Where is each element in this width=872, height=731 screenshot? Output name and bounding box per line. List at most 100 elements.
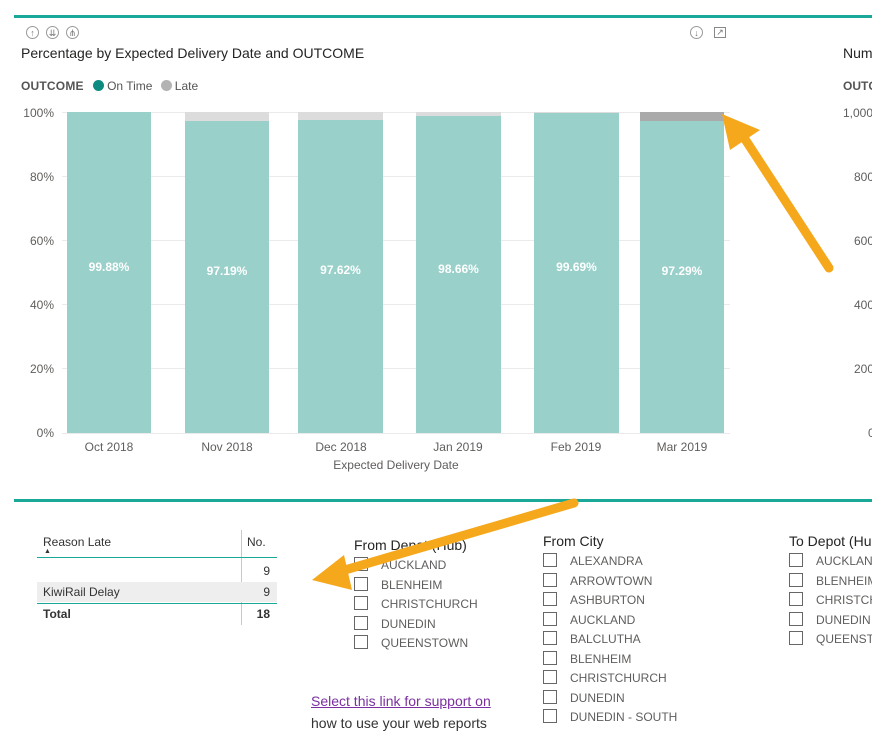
bar-data-label-feb-2019: 99.69% [534, 260, 619, 274]
row-reason: KiwiRail Delay [43, 585, 120, 599]
from-depot-title: From Depot (Hub) [354, 537, 478, 553]
checkbox[interactable] [543, 553, 557, 567]
to-depot-item[interactable]: QUEENSTO [789, 630, 872, 650]
column-header-reason-late[interactable]: Reason Late [43, 535, 111, 549]
middle-divider [14, 499, 872, 502]
legend-ontime-dot [93, 80, 104, 91]
from-city-item-label: ASHBURTON [570, 593, 645, 607]
from-city-item-label: ARROWTOWN [570, 574, 652, 588]
x-tick-nov-2018: Nov 2018 [182, 440, 272, 454]
bar-data-label-mar-2019: 97.29% [640, 264, 724, 278]
table-row[interactable]: 9 [37, 560, 277, 580]
gridline [62, 112, 730, 113]
y-tick-0: 0% [14, 426, 54, 440]
checkbox[interactable] [543, 631, 557, 645]
from-city-item[interactable]: BLENHEIM [543, 650, 677, 670]
from-depot-item[interactable]: QUEENSTOWN [354, 634, 478, 654]
checkbox[interactable] [354, 557, 368, 571]
from-city-item[interactable]: ARROWTOWN [543, 572, 677, 592]
from-depot-item[interactable]: BLENHEIM [354, 576, 478, 596]
to-depot-item-label: CHRISTCH [816, 593, 872, 607]
from-city-item[interactable]: CHRISTCHURCH [543, 669, 677, 689]
expand-all-icon[interactable]: ⋔ [66, 26, 79, 39]
from-city-slicer: From City ALEXANDRA ARROWTOWN ASHBURTON AUC… [543, 533, 677, 728]
checkbox[interactable] [543, 709, 557, 723]
from-city-item[interactable]: AUCKLAND [543, 611, 677, 631]
from-depot-item[interactable]: CHRISTCHURCH [354, 595, 478, 615]
support-link-line2[interactable]: how to use your web reports [311, 715, 487, 731]
to-depot-item[interactable]: AUCKLAN [789, 552, 872, 572]
from-city-item[interactable]: DUNEDIN [543, 689, 677, 709]
from-city-item-label: BLENHEIM [570, 652, 631, 666]
from-depot-item-label: AUCKLAND [381, 558, 446, 572]
legend-title: OUTCOME [21, 79, 84, 93]
from-depot-slicer: From Depot (Hub) AUCKLAND BLENHEIM CHRISTC… [354, 537, 478, 654]
from-city-item-label: BALCLUTHA [570, 632, 641, 646]
checkbox[interactable] [543, 573, 557, 587]
to-depot-item[interactable]: BLENHEIM [789, 572, 872, 592]
chart-title: Percentage by Expected Delivery Date and… [21, 45, 364, 61]
from-city-item[interactable]: BALCLUTHA [543, 630, 677, 650]
from-city-item-label: DUNEDIN - SOUTH [570, 710, 677, 724]
checkbox[interactable] [543, 690, 557, 704]
right-chart-legend: OUTC [843, 79, 872, 93]
bar-data-label-nov-2018: 97.19% [185, 264, 269, 278]
bar-late-dec-2018[interactable] [298, 112, 383, 120]
drill-down-icon[interactable]: ⇊ [46, 26, 59, 39]
right-y-tick-200: 200 [854, 362, 872, 376]
checkbox[interactable] [543, 651, 557, 665]
from-depot-item-label: DUNEDIN [381, 617, 436, 631]
from-depot-item[interactable]: AUCKLAND [354, 556, 478, 576]
from-depot-item[interactable]: DUNEDIN [354, 615, 478, 635]
legend-ontime-label[interactable]: On Time [107, 79, 152, 93]
from-city-item[interactable]: ALEXANDRA [543, 552, 677, 572]
checkbox[interactable] [789, 631, 803, 645]
from-city-item[interactable]: DUNEDIN - SOUTH [543, 708, 677, 728]
checkbox[interactable] [543, 592, 557, 606]
checkbox[interactable] [789, 612, 803, 626]
bar-data-label-oct-2018: 99.88% [67, 260, 151, 274]
bar-late-mar-2019[interactable] [640, 112, 724, 121]
from-city-item-label: ALEXANDRA [570, 554, 643, 568]
from-depot-item-label: QUEENSTOWN [381, 636, 468, 650]
table-row[interactable]: KiwiRail Delay 9 [37, 582, 277, 602]
column-header-no[interactable]: No. [247, 535, 266, 549]
y-tick-60: 60% [14, 234, 54, 248]
from-city-item-label: DUNEDIN [570, 691, 625, 705]
header-underline [37, 557, 277, 558]
checkbox[interactable] [354, 635, 368, 649]
drill-up-icon[interactable]: ↑ [26, 26, 39, 39]
from-depot-item-label: BLENHEIM [381, 578, 442, 592]
x-tick-mar-2019: Mar 2019 [637, 440, 727, 454]
x-tick-jan-2019: Jan 2019 [413, 440, 503, 454]
reason-late-table: Reason Late ▲ No. 9 KiwiRail Delay 9 Tot… [37, 530, 277, 625]
top-divider [14, 15, 872, 18]
checkbox[interactable] [543, 612, 557, 626]
bar-late-nov-2018[interactable] [185, 112, 269, 121]
checkbox[interactable] [789, 592, 803, 606]
right-y-tick-400: 400 [854, 298, 872, 312]
checkbox[interactable] [354, 596, 368, 610]
checkbox[interactable] [789, 573, 803, 587]
download-icon[interactable]: ↓ [690, 26, 703, 39]
focus-mode-icon[interactable]: ↗ [714, 27, 726, 38]
gridline [62, 433, 730, 434]
gridline [62, 176, 730, 177]
checkbox[interactable] [543, 670, 557, 684]
to-depot-item-label: QUEENSTO [816, 632, 872, 646]
gridline [62, 304, 730, 305]
checkbox[interactable] [354, 577, 368, 591]
right-y-tick-800: 800 [854, 170, 872, 184]
checkbox[interactable] [354, 616, 368, 630]
right-y-tick-1000: 1,000 [843, 106, 872, 120]
legend-late-label[interactable]: Late [175, 79, 198, 93]
to-depot-item-label: DUNEDIN [816, 613, 871, 627]
to-depot-item-label: BLENHEIM [816, 574, 872, 588]
x-axis-title: Expected Delivery Date [296, 458, 496, 472]
checkbox[interactable] [789, 553, 803, 567]
from-city-title: From City [543, 533, 677, 549]
support-link[interactable]: Select this link for support on [311, 693, 491, 709]
from-city-item[interactable]: ASHBURTON [543, 591, 677, 611]
to-depot-item[interactable]: CHRISTCH [789, 591, 872, 611]
to-depot-item[interactable]: DUNEDIN [789, 611, 872, 631]
